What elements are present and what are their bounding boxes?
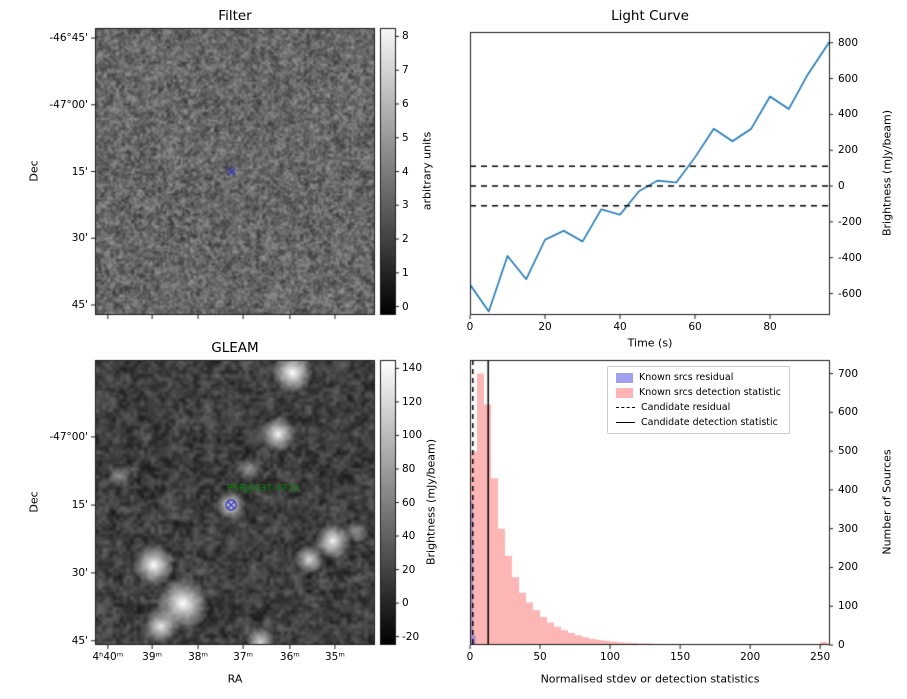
gleam-y-tick-label: -47°00': [49, 430, 88, 443]
gleam-panel-title: GLEAM: [211, 340, 259, 356]
filter-colorbar-tick-label: 7: [402, 64, 409, 77]
gleam-colorbar-tick-label: 80: [402, 462, 416, 475]
histogram-y-axis-label: Number of Sources: [880, 449, 894, 555]
legend-item: Known srcs residual: [616, 372, 781, 383]
histogram-legend: Known srcs residual Known srcs detection …: [607, 366, 790, 434]
gleam-colorbar-tick-label: 40: [402, 530, 416, 543]
gleam-x-tick-label: 38ᵐ: [188, 651, 208, 663]
histogram-y-tick-label: 400: [838, 483, 859, 496]
filter-y-axis-label: Dec: [27, 160, 41, 182]
dashed-line-swatch: [616, 407, 635, 408]
legend-label: Candidate detection statistic: [641, 417, 778, 428]
lightcurve-panel-title: Light Curve: [611, 8, 689, 24]
histogram-x-tick-label: 100: [600, 651, 621, 663]
histogram-y-tick-label: 600: [838, 406, 859, 419]
histogram-y-tick-label: 200: [838, 561, 859, 574]
gleam-y-tick-label: 30': [71, 566, 88, 579]
histogram-x-tick-label: 150: [670, 651, 691, 663]
gleam-x-tick-label: 39ᵐ: [142, 651, 163, 663]
histogram-x-axis-label: Normalised stdev or detection statistics: [540, 672, 760, 686]
lightcurve-x-axis-label: Time (s): [627, 336, 673, 350]
filter-colorbar-tick-label: 1: [402, 266, 409, 279]
filter-colorbar-tick-label: 5: [402, 131, 409, 144]
lightcurve-y-tick-label: -400: [838, 251, 862, 264]
filter-colorbar-tick-label: 4: [402, 165, 409, 178]
gleam-y-axis-label: Dec: [27, 491, 41, 513]
histogram-y-tick-label: 500: [838, 445, 859, 458]
histogram-x-tick-label: 250: [810, 651, 831, 663]
lightcurve-x-tick-label: 40: [613, 321, 627, 333]
legend-item: Candidate residual: [616, 402, 781, 413]
filter-y-tick-label: 15': [71, 165, 88, 178]
gleam-x-tick-label: 35ᵐ: [325, 651, 345, 663]
gleam-x-tick-label: 36ᵐ: [279, 651, 300, 663]
gleam-x-tick-label: 4ʰ40ᵐ: [92, 651, 124, 663]
histogram-x-tick-label: 50: [533, 651, 547, 663]
lightcurve-y-tick-label: 200: [838, 144, 859, 157]
filter-y-tick-label: 30': [71, 232, 88, 245]
lightcurve-y-tick-label: 400: [838, 108, 859, 121]
gleam-colorbar-tick-label: 120: [402, 395, 423, 408]
gleam-x-tick-label: 37ᵐ: [233, 651, 254, 663]
legend-item: Known srcs detection statistic: [616, 387, 781, 398]
filter-colorbar-tick-label: 3: [402, 199, 409, 212]
gleam-x-axis-label: RA: [227, 672, 243, 686]
histogram-y-tick-label: 700: [838, 367, 859, 380]
lightcurve-x-tick-label: 80: [763, 321, 777, 333]
lightcurve-x-tick-label: 20: [538, 321, 552, 333]
lightcurve-y-tick-label: -200: [838, 215, 862, 228]
histogram-x-tick-label: 0: [466, 651, 474, 663]
filter-y-tick-label: -47°00': [49, 98, 88, 111]
filter-colorbar-tick-label: 8: [402, 30, 409, 43]
gleam-colorbar-label: Brightness (mJy/beam): [424, 438, 438, 566]
legend-label: Candidate residual: [641, 402, 731, 413]
histogram-y-tick-label: 300: [838, 522, 859, 535]
lightcurve-y-tick-label: 0: [838, 180, 845, 193]
solid-line-swatch: [616, 422, 635, 423]
filter-colorbar-tick-label: 6: [402, 97, 409, 110]
legend-label: Known srcs detection statistic: [639, 387, 781, 398]
histogram-y-tick-label: 0: [838, 639, 845, 651]
gleam-colorbar-tick-label: 100: [402, 429, 423, 442]
filter-y-tick-label: -46°45': [49, 32, 88, 45]
gleam-colorbar-tick-label: -20: [402, 630, 420, 643]
filter-panel-title: Filter: [218, 8, 252, 24]
lightcurve-x-tick-label: 0: [466, 321, 474, 333]
legend-label: Known srcs residual: [639, 372, 734, 383]
lightcurve-y-tick-label: 600: [838, 72, 859, 85]
pulsar-source-label: PSRJ0437-4715: [227, 483, 300, 494]
lightcurve-y-tick-label: 800: [838, 36, 859, 49]
histogram-y-tick-label: 100: [838, 600, 859, 613]
filter-colorbar-label: arbitrary units: [420, 131, 434, 211]
legend-item: Candidate detection statistic: [616, 417, 781, 428]
gleam-y-tick-label: 15': [71, 499, 88, 512]
histogram-x-tick-label: 200: [740, 651, 761, 663]
patch-swatch: [616, 387, 633, 398]
lightcurve-y-axis-label: Brightness (mJy/beam): [880, 109, 894, 237]
filter-y-tick-label: 45': [71, 298, 88, 311]
filter-colorbar-tick-label: 0: [402, 300, 409, 313]
gleam-colorbar-tick-label: 60: [402, 496, 416, 509]
gleam-colorbar-tick-label: 20: [402, 563, 416, 576]
patch-swatch: [616, 372, 633, 383]
gleam-y-tick-label: 45': [71, 634, 88, 647]
lightcurve-x-tick-label: 60: [688, 321, 702, 333]
filter-colorbar-tick-label: 2: [402, 233, 409, 246]
gleam-colorbar-tick-label: 140: [402, 362, 423, 375]
gleam-colorbar-tick-label: 0: [402, 597, 409, 610]
lightcurve-y-tick-label: -600: [838, 287, 862, 300]
